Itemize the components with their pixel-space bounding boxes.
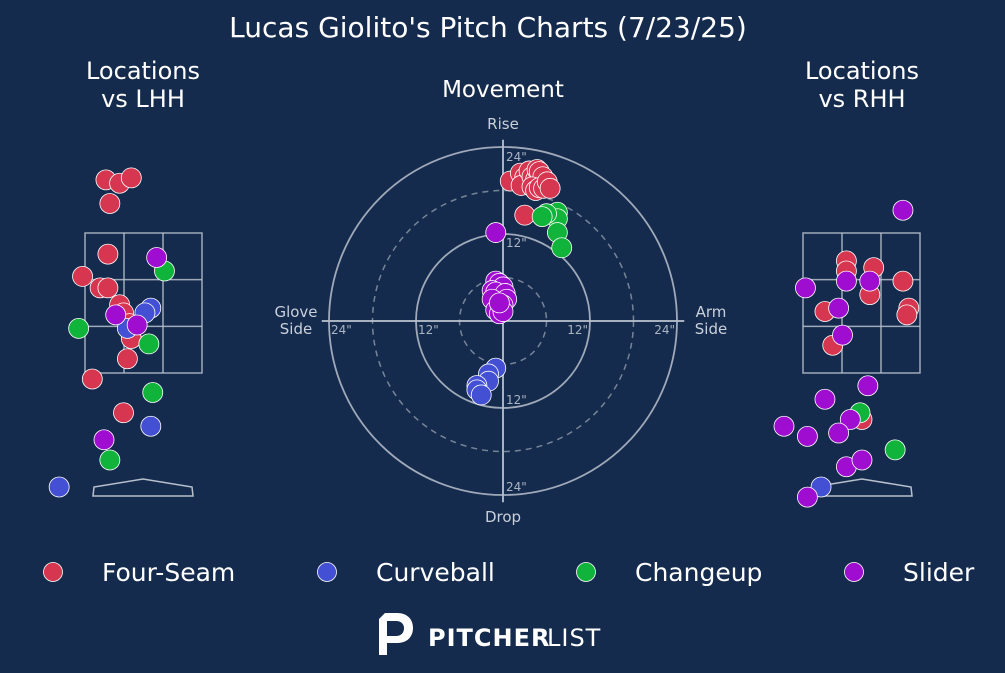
lhh-panel-title: Locations vs LHH [86,57,200,113]
ring-label-24-left: 24" [331,323,352,337]
legend-label-four-seam: Four-Seam [102,558,235,587]
ring-label-12-left: 12" [418,323,439,337]
rhh-pitch-points [773,199,920,508]
pitch-point-four-seam [892,270,914,292]
pitch-point-slider [839,409,861,430]
locations-vs-rhh-panel: Locations vs RHH [773,57,921,508]
pitch-point-changeup [68,317,90,339]
pitch-point-four-seam [97,277,119,299]
legend-marker-changeup [576,562,596,582]
pitch-point-slider [836,270,857,292]
ring-label-24-right: 24" [654,323,675,337]
legend-label-curveball: Curveball [376,558,495,587]
pitch-point-slider [851,449,873,471]
pitch-point-slider [126,314,148,336]
pitcherlist-logo: PITCHER LIST [379,613,601,655]
movement-axis-labels: Rise Drop Glove Side Arm Side 12" 24" 12" 24" 12" 2… [274,115,727,526]
locations-vs-lhh-panel: Locations vs LHH [48,57,203,498]
pitch-point-slider [814,388,836,410]
legend-marker-slider [844,562,864,582]
movement-point-changeup [551,237,573,259]
pitch-point-slider [892,199,914,221]
ring-label-12-top: 12" [506,236,527,250]
pitch-point-four-seam [97,243,119,265]
pitch-point-slider [859,270,881,292]
legend-marker-curveball [317,562,337,582]
pitch-point-four-seam [120,167,142,189]
movement-panel: Movement Rise Drop Glove Side Arm Side 12" 24" 1… [274,77,727,526]
pitch-point-four-seam [117,348,138,370]
movement-pitch-points [466,159,573,406]
strike-zone-outline [84,232,203,374]
pitch-point-slider [146,247,168,268]
pitch-point-slider [828,422,849,444]
pitch-point-changeup [142,382,164,403]
movement-point-curveball [470,384,492,406]
home-plate [92,478,194,497]
movement-point-slider [485,222,507,243]
brand-name-light: LIST [547,624,601,652]
pitch-point-slider [797,486,818,508]
lhh-pitch-points [48,167,175,498]
pitch-point-curveball [140,415,162,437]
rhh-panel-title: Locations vs RHH [805,57,919,113]
axis-label-arm-side: Arm Side [695,303,727,338]
pitch-point-slider [93,429,115,451]
movement-panel-title: Movement [442,77,564,103]
chart-title: Lucas Giolito's Pitch Charts (7/23/25) [229,11,747,44]
pitch-point-four-seam [72,265,93,287]
pitch-point-changeup [884,439,906,461]
axis-label-rise: Rise [487,115,519,133]
pitch-point-changeup [138,333,160,355]
pitch-point-curveball [48,476,70,498]
pitch-point-four-seam [81,368,103,390]
ring-label-24-top: 24" [506,150,527,164]
ring-label-12-bottom: 12" [506,393,527,407]
pitch-point-slider [832,324,853,346]
movement-point-four-seam [514,204,536,226]
pitch-point-slider [795,277,816,299]
pitch-point-slider [105,304,127,326]
legend-label-slider: Slider [903,558,975,587]
legend-label-changeup: Changeup [635,558,762,587]
movement-point-four-seam [539,177,561,199]
axis-label-glove-side: Glove Side [274,303,317,338]
pitcherlist-p-icon [379,613,413,655]
axis-label-drop: Drop [485,508,521,526]
legend: Four-Seam Curveball Changeup Slider [43,558,975,587]
pitch-point-four-seam [113,402,134,424]
pitch-point-four-seam [99,193,121,214]
pitch-point-slider [773,415,795,437]
movement-point-slider [488,292,510,314]
pitch-point-four-seam [896,304,918,326]
pitch-point-changeup [99,449,121,471]
pitch-point-slider [828,297,849,319]
pitch-point-slider [797,425,818,447]
pitch-point-slider [857,375,879,397]
legend-marker-four-seam [43,562,63,582]
ring-label-12-right: 12" [567,323,588,337]
brand-name-bold: PITCHER [428,624,550,652]
ring-label-24-bottom: 24" [506,480,527,494]
movement-point-changeup [531,206,553,228]
strike-zone-outline [802,232,921,374]
